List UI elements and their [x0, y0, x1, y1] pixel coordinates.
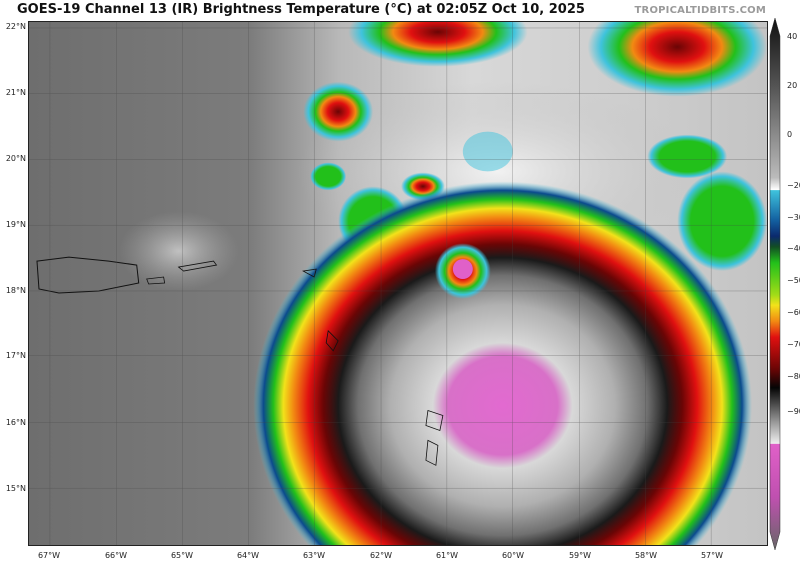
convective-cell — [303, 81, 374, 142]
colorbar-tick-label: −70 — [787, 340, 800, 349]
satellite-ir-map — [28, 21, 768, 546]
convective-cell — [462, 131, 513, 172]
colorbar-tick-label: −20 — [787, 181, 800, 190]
colorbar — [769, 18, 781, 550]
colorbar-tick-label: −80 — [787, 372, 800, 381]
colorbar-tick-label: −50 — [787, 276, 800, 285]
colorbar-tick-label: 20 — [787, 81, 798, 90]
latitude-label: 15°N — [5, 484, 26, 493]
longitude-label: 57°W — [700, 551, 724, 560]
latitude-label: 19°N — [5, 220, 26, 229]
longitude-label: 66°W — [104, 551, 128, 560]
longitude-label: 67°W — [37, 551, 61, 560]
cloud-field — [118, 211, 239, 291]
colorbar-tick-label: −30 — [787, 213, 800, 222]
latitude-label: 17°N — [5, 351, 26, 360]
island-outline — [425, 439, 439, 466]
colorbar-tick-label: 0 — [787, 130, 793, 139]
cold-cloud-top — [452, 259, 473, 280]
longitude-label: 60°W — [501, 551, 525, 560]
colorbar-tick-label: −40 — [787, 244, 800, 253]
longitude-label: 58°W — [634, 551, 658, 560]
latitude-label: 20°N — [5, 154, 26, 163]
colorbar-tick-label: 40 — [787, 32, 798, 41]
longitude-label: 64°W — [236, 551, 260, 560]
latitude-label: 16°N — [5, 418, 26, 427]
island-outline — [302, 268, 317, 278]
island-outline — [146, 276, 166, 285]
longitude-label: 59°W — [568, 551, 592, 560]
longitude-label: 63°W — [302, 551, 326, 560]
island-outline — [177, 260, 218, 272]
longitude-label: 62°W — [369, 551, 393, 560]
map-title: GOES-19 Channel 13 (IR) Brightness Tempe… — [17, 2, 585, 17]
island-outline — [325, 329, 339, 352]
latitude-label: 21°N — [5, 88, 26, 97]
latitude-label: 22°N — [5, 22, 26, 31]
longitude-label: 61°W — [435, 551, 459, 560]
colorbar-tick-label: −90 — [787, 407, 800, 416]
longitude-label: 65°W — [170, 551, 194, 560]
colorbar-tick-label: −60 — [787, 308, 800, 317]
island-puerto-rico-outline — [36, 256, 140, 294]
convective-cell — [587, 22, 767, 97]
latitude-label: 18°N — [5, 286, 26, 295]
hurricane-cloud-shield — [253, 181, 753, 545]
island-outline — [425, 409, 444, 431]
watermark: TROPICALTIDBITS.COM — [634, 5, 766, 16]
graticule — [29, 22, 767, 545]
convective-cell — [348, 22, 528, 67]
convective-cell — [647, 134, 728, 179]
